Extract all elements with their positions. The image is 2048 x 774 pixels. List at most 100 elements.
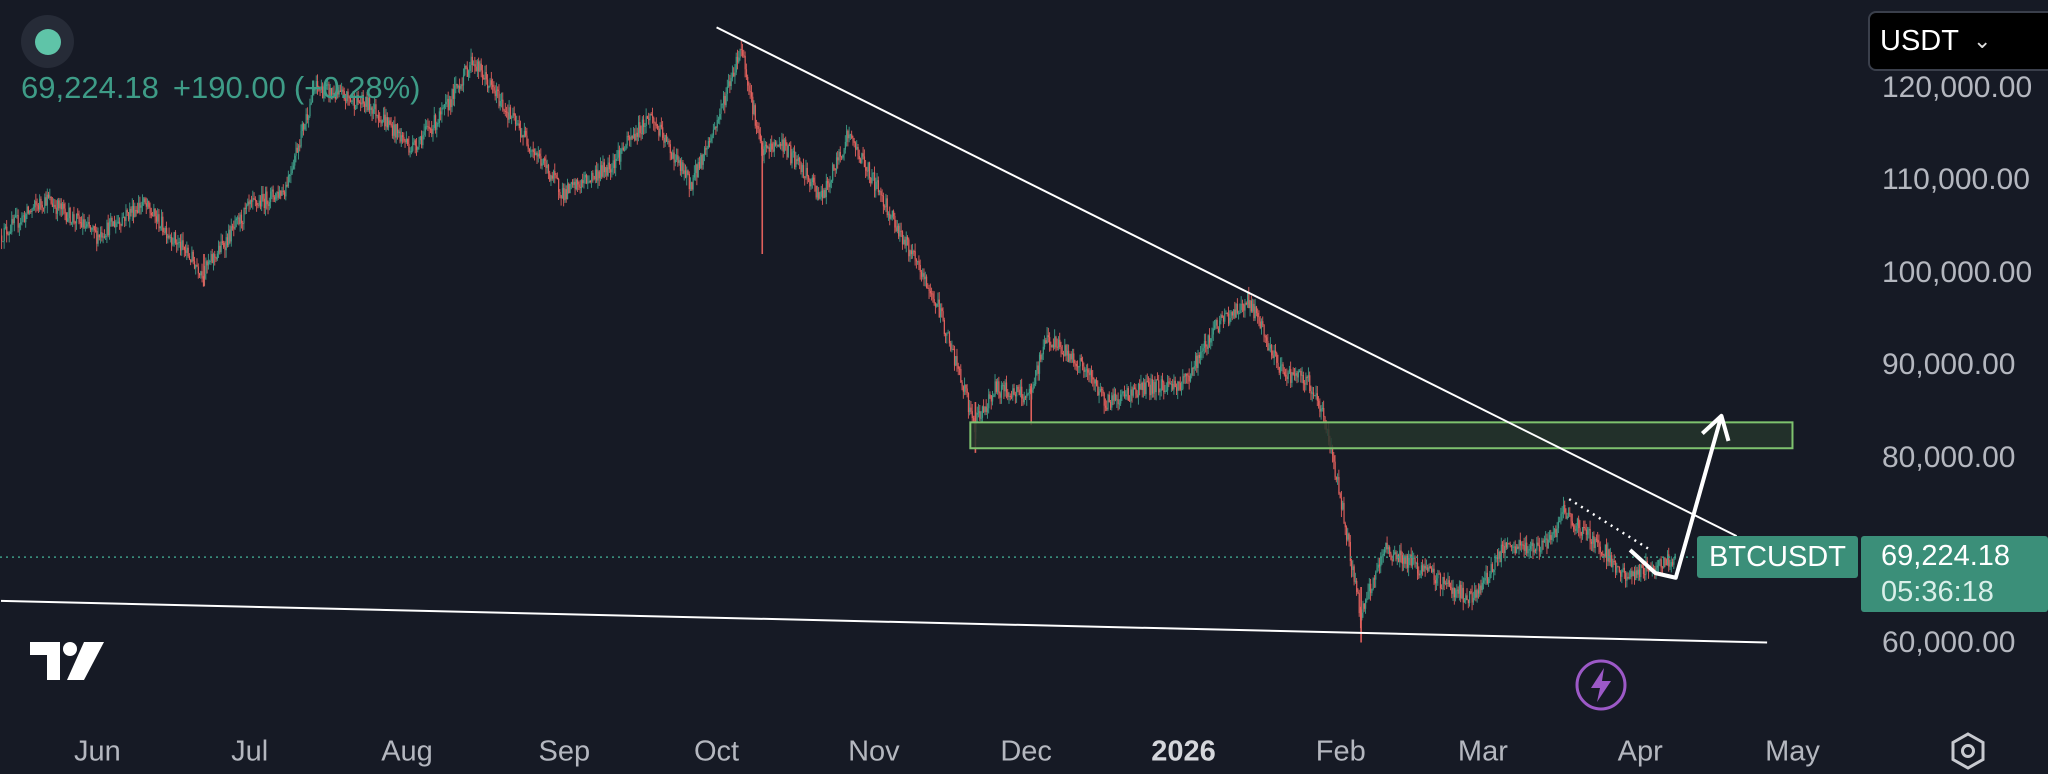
candle-body <box>1633 571 1636 581</box>
candle-body <box>237 217 239 219</box>
candle-body <box>1376 567 1378 573</box>
candle-body <box>578 184 580 187</box>
candle-body <box>181 240 183 251</box>
candle-body <box>385 117 387 127</box>
candle-body <box>629 136 631 140</box>
candle-body <box>25 213 27 223</box>
candle-body <box>74 221 76 224</box>
candle-body <box>367 97 369 111</box>
candle-body <box>602 162 604 177</box>
candle-body <box>1386 542 1388 550</box>
candle-body <box>747 77 749 86</box>
candle-body <box>630 136 632 140</box>
candle-body <box>1073 353 1075 364</box>
candle-body <box>1632 571 1634 577</box>
candle-body <box>969 407 971 413</box>
candle-body <box>1054 336 1056 348</box>
candle-body <box>692 177 694 190</box>
candle-body <box>605 167 607 173</box>
candle-body <box>490 80 493 85</box>
candle-body <box>1321 407 1324 409</box>
candle-body <box>1047 335 1050 338</box>
candle-body <box>882 195 885 207</box>
candle-body <box>400 135 402 142</box>
candle-body <box>251 200 253 202</box>
candle-body <box>533 152 536 155</box>
status-dot <box>34 28 61 55</box>
candle-body <box>1621 570 1623 577</box>
candle-body <box>317 81 319 87</box>
candle-body <box>1089 370 1091 376</box>
candle-body <box>1165 390 1168 392</box>
candle-body <box>1575 525 1577 531</box>
candle-body <box>1297 371 1299 378</box>
candle-body <box>947 332 949 334</box>
last-price-tag: 69,224.18 05:36:18 <box>1861 536 2048 612</box>
support-trendline[interactable] <box>0 599 1768 644</box>
support-zone-rect[interactable] <box>969 421 1794 450</box>
candle-body <box>399 131 401 142</box>
projection-arrow[interactable] <box>1628 415 1724 580</box>
candle-body <box>143 198 145 203</box>
candle-body <box>1149 384 1151 396</box>
candle-body <box>243 207 245 224</box>
bar-countdown: 05:36:18 <box>1881 576 1994 608</box>
candle-body <box>651 115 654 118</box>
candle-body <box>214 254 216 258</box>
candle-body <box>287 175 290 187</box>
candle-body <box>596 169 598 181</box>
candle-body <box>516 123 518 125</box>
lightning-bolt-icon[interactable] <box>1574 658 1628 712</box>
candle-body <box>1201 351 1203 353</box>
candle-body <box>455 83 457 86</box>
currency-select[interactable]: USDT ⌄ <box>1868 11 2048 71</box>
candle-body <box>1162 379 1164 383</box>
candle-body <box>478 61 480 72</box>
candle-body <box>1637 569 1639 575</box>
candle-body <box>1019 386 1022 396</box>
candle-body <box>188 256 191 260</box>
candle-body <box>200 271 202 276</box>
candle-body <box>1594 538 1596 549</box>
candle-body <box>3 227 5 242</box>
candle-body <box>877 180 880 193</box>
candle-body <box>528 148 531 152</box>
candle-body <box>1070 353 1072 360</box>
candle-body <box>530 150 532 152</box>
dotted-trendline[interactable] <box>1568 498 1652 552</box>
candle-body <box>1532 542 1534 553</box>
candle-body <box>591 172 593 182</box>
candle-body <box>1503 545 1505 554</box>
candle-body <box>1198 355 1200 358</box>
candle-body <box>1365 600 1367 609</box>
candle-body <box>1104 405 1107 408</box>
candle-body <box>110 217 112 222</box>
candle-body <box>1472 597 1475 603</box>
settings-gear-icon[interactable] <box>1948 731 1988 771</box>
candle-body <box>1202 348 1204 352</box>
symbol-label: BTCUSDT <box>1709 540 1846 573</box>
candle-body <box>263 198 265 209</box>
candle-body <box>621 147 623 149</box>
candle-body <box>624 149 626 151</box>
time-tick-label: Mar <box>1457 735 1508 768</box>
candle-body <box>539 153 541 157</box>
candle-body <box>1244 302 1246 311</box>
candle-body <box>1664 557 1666 560</box>
candle-body <box>309 104 311 117</box>
resistance-trendline[interactable] <box>716 26 1738 538</box>
candle-body <box>521 135 523 137</box>
candle-body <box>1320 408 1322 412</box>
tradingview-logo[interactable] <box>28 640 108 682</box>
candle-body <box>157 214 159 222</box>
candle-body <box>852 137 854 142</box>
candle-body <box>1450 586 1452 588</box>
candle-body <box>854 142 857 150</box>
candle-body <box>1191 367 1193 376</box>
candle-body <box>549 173 551 181</box>
candle-body <box>1160 379 1162 391</box>
candle-body <box>1172 383 1174 390</box>
candle-body <box>1434 580 1436 584</box>
candle-body <box>936 303 938 307</box>
